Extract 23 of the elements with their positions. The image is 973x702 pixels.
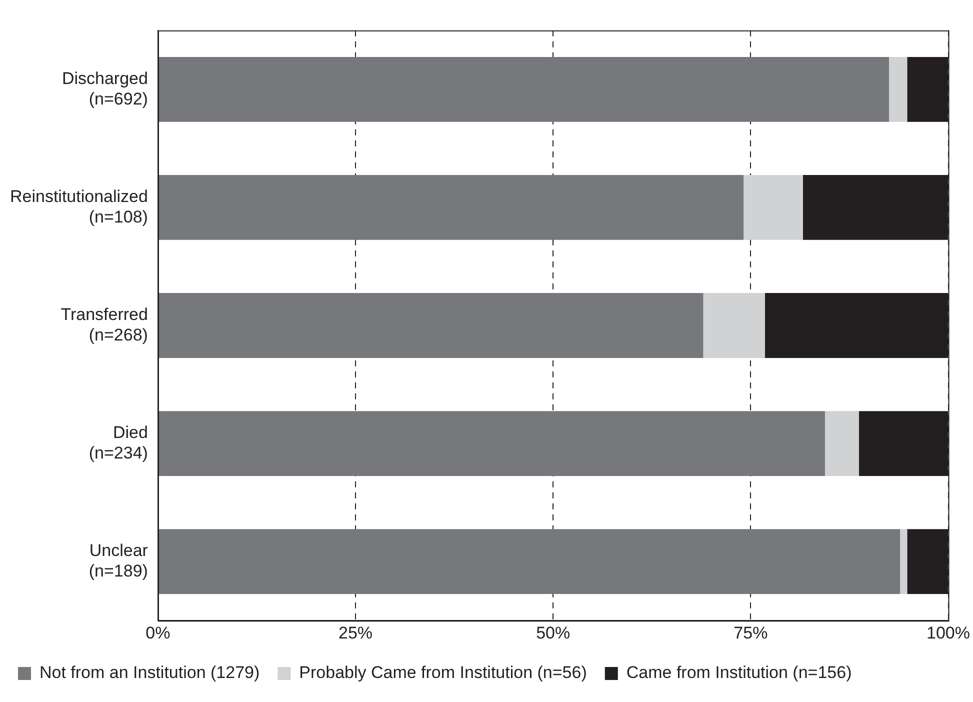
legend-label: Probably Came from Institution (n=56) [299,663,587,682]
bar [703,293,765,358]
bar [158,175,744,240]
x-tick-label: 0% [146,623,170,642]
y-tick-label: Reinstitutionalized (n=108) [10,186,148,226]
bar [158,529,900,594]
bar [824,411,859,476]
x-tick-label: 50% [536,623,570,642]
legend-label: Came from Institution (n=156) [626,663,852,682]
y-tick-label: Unclear (n=189) [88,541,148,580]
bar [744,175,803,240]
x-tick-label: 75% [734,623,768,642]
x-tick-label: 25% [338,623,373,642]
bar [158,56,889,122]
y-tick-label: Discharged (n=692) [62,68,148,108]
bar [900,529,908,594]
bar [888,56,908,122]
x-tick-label: 100% [926,623,970,642]
y-tick-label: Transferred (n=268) [60,304,148,344]
bar [158,411,825,476]
bar [158,293,704,358]
y-tick-label: Died (n=234) [88,423,148,462]
legend-label: Not from an Institution (1279) [40,663,260,682]
